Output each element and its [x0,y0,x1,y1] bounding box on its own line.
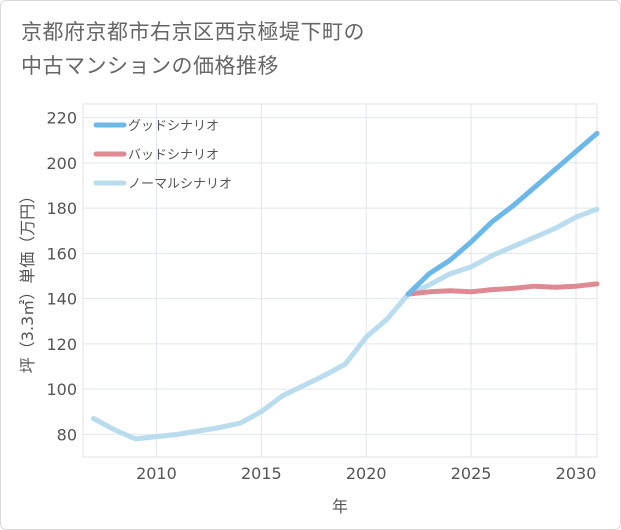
series-line-3 [91,206,600,442]
x-tick-label: 2030 [556,464,597,483]
y-tick-label: 160 [46,244,77,263]
y-tick-label: 140 [46,290,77,309]
y-tick-label: 100 [46,380,77,399]
chart-title-line-1: 京都府京都市右京区西京極堤下町の [21,20,365,44]
chart-title-line-2: 中古マンションの価格推移 [21,54,279,78]
y-axis-title: 坪（3.3㎡）単価（万円） [18,188,37,373]
legend-label: バッドシナリオ [128,148,219,163]
y-tick-label: 180 [46,199,77,218]
x-tick-label: 2020 [346,464,387,483]
x-tick-label: 2015 [241,464,282,483]
series-line-1 [405,130,600,297]
y-tick-label: 200 [46,154,77,173]
y-tick-label: 120 [46,335,77,354]
x-tick-label: 2010 [136,464,177,483]
y-tick-label: 80 [57,425,77,444]
plot-frame [82,103,598,458]
x-tick-label: 2025 [451,464,492,483]
tick-labels: 80 100 120 140 160 180 200 220 2010 2015 2020 2025 2… [46,109,596,483]
x-axis-title: 年 [332,497,348,516]
chart-title: 京都府京都市右京区西京極堤下町の 中古マンションの価格推移 [21,15,365,83]
series-lines [91,130,600,442]
legend-label: ノーマルシナリオ [128,177,232,192]
series-line-2 [405,281,600,297]
y-tick-label: 220 [46,109,77,128]
legend-label: グッドシナリオ [128,119,219,134]
